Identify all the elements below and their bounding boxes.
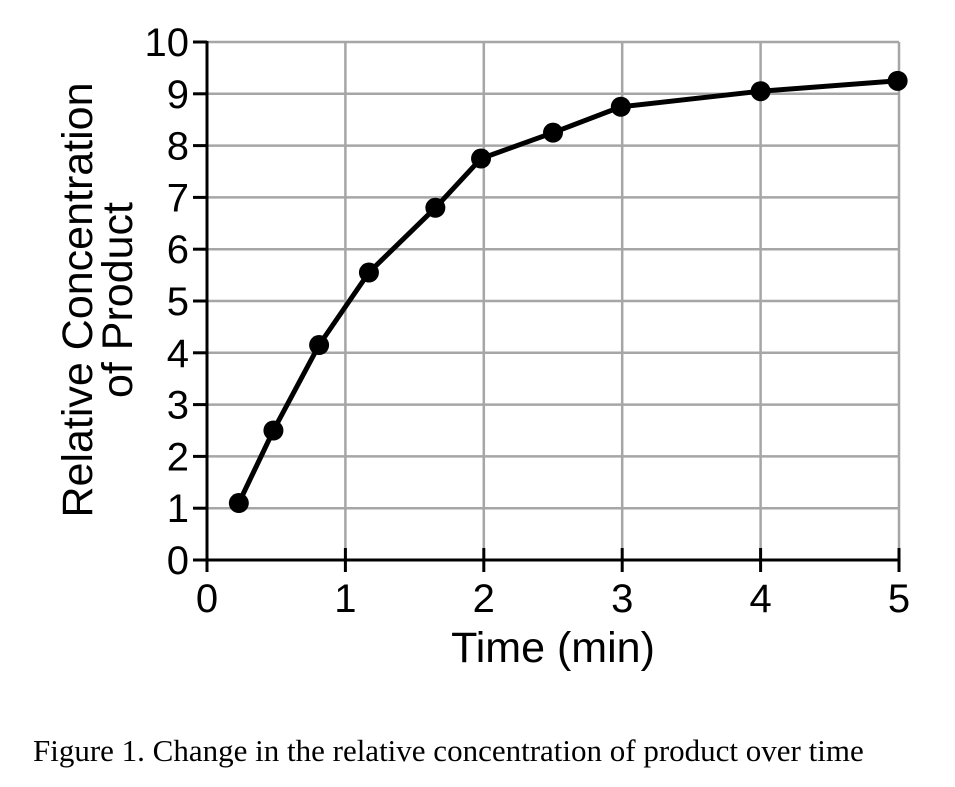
x-tick-label: 5: [888, 577, 910, 621]
y-tick-label: 2: [167, 435, 189, 479]
data-point: [263, 420, 284, 441]
x-tick-label: 2: [473, 577, 495, 621]
y-tick-label: 3: [167, 384, 189, 428]
x-axis-title: Time (min): [451, 624, 655, 672]
y-tick-label: 7: [167, 176, 189, 220]
y-axis-title: Relative Concentration of Product: [54, 82, 142, 517]
y-tick-label: 5: [167, 280, 189, 324]
figure-caption: Figure 1. Change in the relative concent…: [33, 733, 864, 768]
tick-labels: 0 1 2 3 4 5 6 7 8 9 10 0 1 2 3 4 5: [145, 21, 911, 621]
line-chart: 0 1 2 3 4 5 6 7 8 9 10 0 1 2 3 4 5 Time (min) Relative C…: [54, 21, 911, 672]
y-tick-label: 1: [167, 487, 189, 531]
grid: [205, 40, 901, 562]
y-axis-title-line-2: of Product: [94, 202, 142, 398]
y-axis-title-line-1: Relative Concentration: [54, 82, 102, 517]
data-point: [610, 96, 631, 117]
data-point: [471, 148, 492, 169]
x-tick-label: 4: [749, 577, 771, 621]
x-tick-label: 1: [334, 577, 356, 621]
data-line: [236, 78, 901, 506]
x-tick-label: 3: [611, 577, 633, 621]
y-tick-label: 9: [167, 73, 189, 117]
data-point: [309, 335, 330, 356]
x-tick-label: 0: [196, 577, 218, 621]
data-point: [750, 81, 771, 102]
data-series: [228, 70, 908, 514]
y-tick-label: 6: [167, 228, 189, 272]
y-tick-label: 8: [167, 125, 189, 169]
data-point: [887, 70, 908, 91]
data-point: [425, 197, 446, 218]
data-point: [543, 122, 563, 143]
y-tick-label: 4: [167, 332, 189, 376]
y-tick-label: 0: [167, 539, 189, 583]
data-point: [358, 262, 379, 283]
axes: [193, 40, 901, 572]
data-point: [228, 493, 249, 514]
y-tick-label: 10: [145, 21, 190, 65]
